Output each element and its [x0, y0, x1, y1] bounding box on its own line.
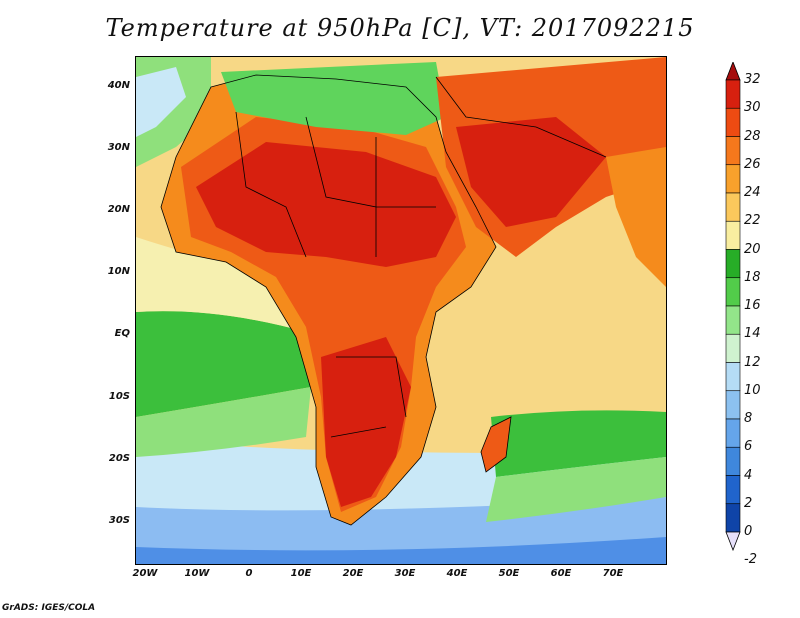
- colorbar-segment: [725, 192, 741, 222]
- colorbar-tick-label: 8: [744, 411, 753, 426]
- lon-label-70e: 70E: [602, 568, 624, 579]
- lon-label-10e: 10E: [290, 568, 312, 579]
- colorbar-tick-label: 2: [744, 495, 753, 511]
- colorbar-segment: [725, 79, 741, 109]
- colorbar-segment: [725, 277, 741, 307]
- colorbar-tick-label: 14: [744, 326, 761, 342]
- temperature-map: [135, 56, 667, 565]
- lat-label-20s: 20S: [108, 453, 130, 464]
- colorbar-segment: [725, 418, 741, 448]
- colorbar-segment: [725, 136, 741, 166]
- lat-label-40n: 40N: [107, 80, 130, 91]
- colorbar-segment: [725, 107, 741, 137]
- southern-africa-hot-zone: [321, 337, 411, 507]
- lon-label-40e: 40E: [446, 568, 468, 579]
- lat-label-10s: 10S: [108, 391, 130, 402]
- colorbar-segment: [725, 446, 741, 476]
- lon-label-20w: 20W: [132, 568, 158, 579]
- colorbar-top-arrow: [725, 60, 741, 81]
- lon-label-60e: 60E: [550, 568, 572, 579]
- lat-label-10n: 10N: [107, 266, 130, 277]
- colorbar-tick-label: 30: [744, 100, 761, 116]
- colorbar-tick-label: 10: [744, 382, 761, 398]
- colorbar-tick-label: 32: [744, 72, 761, 87]
- ocean-band-coldest: [136, 537, 666, 564]
- madagascar: [481, 417, 511, 472]
- lon-label-0: 0: [245, 568, 253, 579]
- lat-label-eq: EQ: [114, 328, 130, 339]
- mediterranean-sea: [221, 62, 446, 135]
- north-atlantic-cool: [136, 67, 186, 137]
- lon-label-20e: 20E: [342, 568, 364, 579]
- colorbar-segment: [725, 362, 741, 392]
- lat-label-30s: 30S: [108, 515, 130, 526]
- colorbar-tick-label: 22: [744, 213, 761, 229]
- country-borders: [160, 74, 607, 526]
- colorbar-segment: [725, 503, 741, 533]
- ocean-band-lightgreen-west: [136, 387, 311, 457]
- arabia-hot-zone: [456, 117, 606, 227]
- ocean-band-green-east: [491, 410, 666, 477]
- colorbar-segment: [725, 164, 741, 194]
- lat-label-20n: 20N: [107, 204, 130, 215]
- colorbar-segment: [725, 333, 741, 363]
- colorbar-segment: [725, 390, 741, 420]
- colorbar-bottom-arrow: [725, 531, 741, 552]
- colorbar-segment: [725, 305, 741, 335]
- colorbar-tick-label: 6: [744, 439, 753, 455]
- ocean-band-green-west: [136, 311, 311, 417]
- lon-label-50e: 50E: [498, 568, 520, 579]
- ocean-band-lightgreen-east: [486, 457, 666, 522]
- lat-label-30n: 30N: [107, 142, 130, 153]
- colorbar-tick-label: 12: [744, 354, 761, 370]
- sahara-hot-zone: [196, 142, 456, 267]
- lon-label-30e: 30E: [394, 568, 416, 579]
- colorbar-tick-label: 0: [744, 524, 753, 539]
- colorbar-tick-label: 16: [744, 298, 761, 313]
- color-scale-bar: [724, 60, 794, 556]
- colorbar-tick-label: 26: [744, 156, 761, 172]
- colorbar-segment: [725, 220, 741, 250]
- colorbar-tick-label: -2: [744, 552, 757, 568]
- colorbar-tick-label: 24: [744, 185, 761, 200]
- ocean-band-pale-west: [136, 237, 306, 332]
- lon-label-10w: 10W: [184, 568, 210, 579]
- colorbar-segment: [725, 249, 741, 279]
- colorbar-tick-label: 18: [744, 269, 761, 285]
- india-landmass: [606, 147, 666, 287]
- colorbar-tick-label: 28: [744, 128, 761, 144]
- colorbar-tick-label: 20: [744, 241, 761, 257]
- grads-credit: GrADS: IGES/COLA: [2, 603, 96, 613]
- colorbar-segment: [725, 475, 741, 505]
- map-title: Temperature at 950hPa [C], VT: 201709221…: [105, 14, 695, 42]
- colorbar-tick-label: 4: [744, 467, 753, 483]
